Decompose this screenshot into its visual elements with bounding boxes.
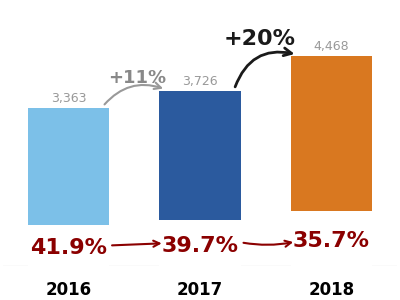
FancyBboxPatch shape (291, 212, 372, 266)
FancyBboxPatch shape (28, 225, 109, 266)
Bar (159, 91, 241, 266)
Text: 4,468: 4,468 (314, 40, 349, 53)
Bar (291, 56, 372, 266)
Text: +20%: +20% (223, 29, 295, 49)
Text: 3,726: 3,726 (182, 75, 218, 88)
FancyBboxPatch shape (159, 220, 241, 266)
Text: 2017: 2017 (177, 281, 223, 299)
Text: 41.9%: 41.9% (30, 238, 107, 257)
Text: 39.7%: 39.7% (162, 236, 238, 256)
Text: 2018: 2018 (308, 281, 354, 299)
Bar (28, 108, 109, 266)
Text: 35.7%: 35.7% (293, 231, 370, 251)
Text: +11%: +11% (108, 69, 166, 87)
Text: 2016: 2016 (46, 281, 92, 299)
Text: 3,363: 3,363 (51, 92, 86, 105)
